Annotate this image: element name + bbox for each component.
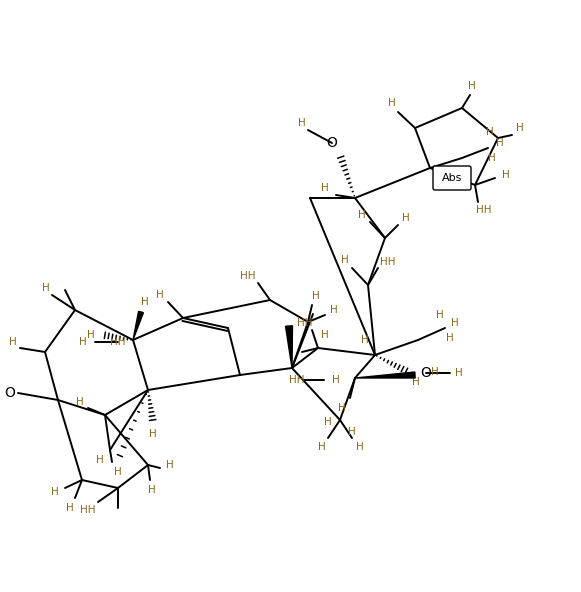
Text: H: H xyxy=(496,138,504,148)
Text: H: H xyxy=(149,429,157,439)
Text: H: H xyxy=(488,153,496,163)
Text: H: H xyxy=(486,127,494,137)
Text: H: H xyxy=(338,403,346,413)
Text: O: O xyxy=(421,366,432,380)
Text: H: H xyxy=(298,118,306,128)
Text: H: H xyxy=(51,487,59,497)
Text: H: H xyxy=(156,290,164,300)
Text: H: H xyxy=(388,98,396,108)
Text: HH: HH xyxy=(297,318,313,328)
Text: HH: HH xyxy=(476,205,492,215)
Text: H: H xyxy=(312,291,320,301)
Text: H: H xyxy=(436,310,444,320)
Text: HH: HH xyxy=(80,505,96,515)
Text: H: H xyxy=(42,283,50,293)
Text: Abs: Abs xyxy=(442,173,462,183)
Text: H: H xyxy=(402,213,410,223)
Text: H: H xyxy=(148,485,156,495)
Text: H: H xyxy=(468,81,476,91)
Text: HH: HH xyxy=(241,271,256,281)
Text: O: O xyxy=(5,386,16,400)
FancyBboxPatch shape xyxy=(433,166,471,190)
Text: H: H xyxy=(66,503,74,513)
Text: H: H xyxy=(330,305,338,315)
Text: H: H xyxy=(87,330,95,340)
Text: H: H xyxy=(321,330,329,340)
Text: H: H xyxy=(324,417,332,427)
Text: H: H xyxy=(356,442,364,452)
Text: H: H xyxy=(361,335,369,345)
Text: H: H xyxy=(412,377,420,387)
Text: O: O xyxy=(327,136,338,150)
Text: H: H xyxy=(431,367,439,377)
Text: H: H xyxy=(455,368,463,378)
Text: H: H xyxy=(348,427,356,437)
Text: H: H xyxy=(79,337,87,347)
Text: H: H xyxy=(451,318,459,328)
Text: H: H xyxy=(516,123,524,133)
Polygon shape xyxy=(355,372,415,378)
Text: H: H xyxy=(332,375,340,385)
Text: H: H xyxy=(446,333,454,343)
Text: H: H xyxy=(321,183,329,193)
Text: HH: HH xyxy=(289,375,305,385)
Text: H: H xyxy=(114,467,122,477)
Text: H: H xyxy=(76,397,84,407)
Text: H: H xyxy=(502,170,510,180)
Text: HH: HH xyxy=(110,337,125,347)
Text: HH: HH xyxy=(380,257,396,267)
Text: H: H xyxy=(358,210,366,220)
Text: H: H xyxy=(318,442,326,452)
Text: H: H xyxy=(341,255,349,265)
Text: H: H xyxy=(141,297,149,307)
Polygon shape xyxy=(133,311,144,340)
Text: H: H xyxy=(96,455,104,465)
Polygon shape xyxy=(285,326,292,368)
Text: H: H xyxy=(9,337,17,347)
Text: H: H xyxy=(166,460,174,470)
